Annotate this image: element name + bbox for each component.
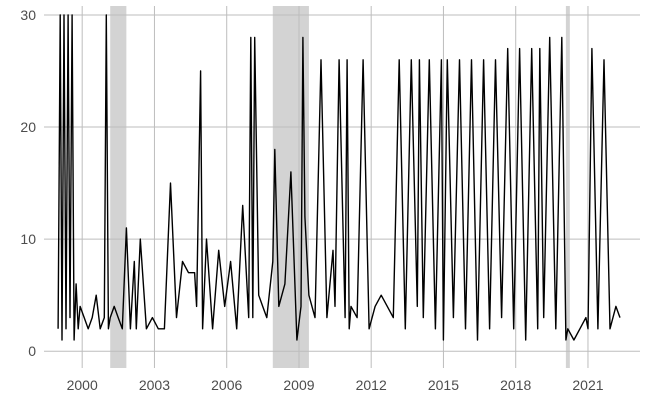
- grid: [44, 6, 640, 368]
- x-tick-label: 2018: [500, 377, 531, 393]
- y-tick-label: 10: [20, 231, 36, 247]
- x-tick-label: 2021: [572, 377, 603, 393]
- shaded-period-1: [110, 6, 127, 368]
- series-line-1: [57, 14, 621, 341]
- y-tick-label: 30: [20, 7, 36, 23]
- x-tick-label: 2012: [356, 377, 387, 393]
- x-tick-label: 2003: [139, 377, 170, 393]
- x-tick-label: 2009: [283, 377, 314, 393]
- y-tick-label: 0: [28, 343, 36, 359]
- x-tick-label: 2000: [67, 377, 98, 393]
- x-tick-label: 2015: [428, 377, 459, 393]
- shaded-period-3: [565, 6, 570, 368]
- x-tick-label: 2006: [211, 377, 242, 393]
- y-tick-label: 20: [20, 119, 36, 135]
- tick-labels: 0 10 20 30 2000 2003 2006 2009 2012 2015 2018 2021: [20, 7, 603, 393]
- series-line-group: [57, 14, 621, 341]
